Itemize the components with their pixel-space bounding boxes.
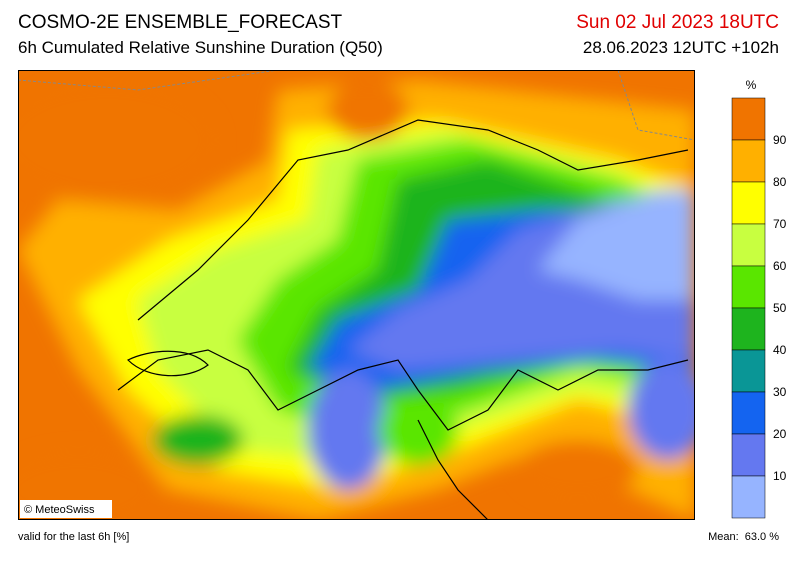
colorbar-band — [731, 139, 766, 183]
map-field — [18, 70, 695, 520]
colorbar-band — [731, 349, 766, 393]
colorbar-tick-label: 80 — [773, 175, 787, 189]
colorbar-band — [731, 265, 766, 309]
colorbar-tick-label: 90 — [773, 133, 787, 147]
colorbar-tick-label: 60 — [773, 259, 787, 273]
credit-box — [20, 500, 112, 518]
map-frame — [18, 70, 695, 520]
colorbar-tick-label: 40 — [773, 343, 787, 357]
run-info: 28.06.2023 12UTC +102h — [582, 38, 779, 57]
colorbar-band — [731, 223, 766, 267]
colorbar-tick-label: 10 — [773, 469, 787, 483]
subtitle: 6h Cumulated Relative Sunshine Duration … — [18, 38, 383, 57]
valid-time: Sun 02 Jul 2023 18UTC — [576, 12, 779, 33]
colorbar-band — [731, 391, 766, 435]
credit: © MeteoSwiss — [24, 504, 95, 516]
colorbar-tick-label: 30 — [773, 385, 787, 399]
mean: Mean: 63.0 % — [708, 531, 779, 543]
colorbar: % 90 80 70 60 50 40 30 20 10 — [731, 78, 787, 519]
map: © MeteoSwiss — [18, 70, 695, 520]
colorbar-tick-label: 20 — [773, 427, 787, 441]
legend-unit: % — [746, 78, 757, 92]
colorbar-band — [731, 181, 766, 225]
title: COSMO-2E ENSEMBLE_FORECAST — [18, 12, 343, 33]
footer-note: valid for the last 6h [%] — [18, 531, 130, 543]
colorbar-band — [731, 475, 766, 519]
colorbar-band — [731, 433, 766, 477]
colorbar-band — [731, 97, 766, 141]
colorbar-band — [731, 307, 766, 351]
colorbar-tick-label: 50 — [773, 301, 787, 315]
colorbar-tick-label: 70 — [773, 217, 787, 231]
